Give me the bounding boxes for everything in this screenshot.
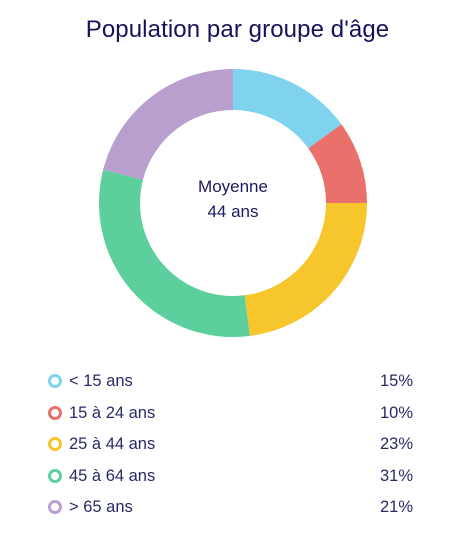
legend-label: 45 à 64 ans — [69, 466, 156, 485]
chart-title: Population par groupe d'âge — [85, 16, 390, 43]
donut-slice — [233, 69, 342, 149]
legend-marker-icon — [48, 500, 62, 514]
donut-slice — [244, 203, 367, 336]
legend-marker-icon — [48, 405, 62, 420]
donut-slice — [308, 124, 367, 203]
legend-item: 25 à 44 ans 23% — [48, 433, 413, 465]
legend: < 15 ans 15% 15 à 24 ans 10% 25 à 44 ans… — [48, 370, 413, 528]
donut-slice — [103, 69, 233, 180]
center-label-line-2: 44 ans — [207, 202, 259, 221]
legend-value: 10% — [379, 403, 413, 422]
legend-marker-icon — [48, 468, 62, 483]
legend-value: 21% — [379, 498, 413, 516]
legend-label: 25 à 44 ans — [69, 435, 156, 453]
legend-item: 15 à 24 ans 10% — [48, 402, 413, 434]
donut-slice — [99, 169, 250, 337]
legend-value: 31% — [379, 466, 413, 485]
legend-marker-icon — [48, 437, 62, 451]
legend-label: < 15 ans — [69, 372, 133, 390]
legend-marker-icon — [48, 374, 62, 388]
legend-value: 23% — [379, 435, 413, 453]
center-label-line-1: Moyenne — [198, 177, 268, 196]
legend-label: > 65 ans — [69, 498, 133, 516]
legend-item: 45 à 64 ans 31% — [48, 465, 413, 497]
legend-item: < 15 ans 15% — [48, 370, 413, 402]
legend-item: > 65 ans 21% — [48, 496, 413, 528]
donut-center-label: Moyenne 44 ans — [133, 174, 333, 224]
legend-value: 15% — [379, 372, 413, 390]
legend-label: 15 à 24 ans — [69, 403, 156, 422]
